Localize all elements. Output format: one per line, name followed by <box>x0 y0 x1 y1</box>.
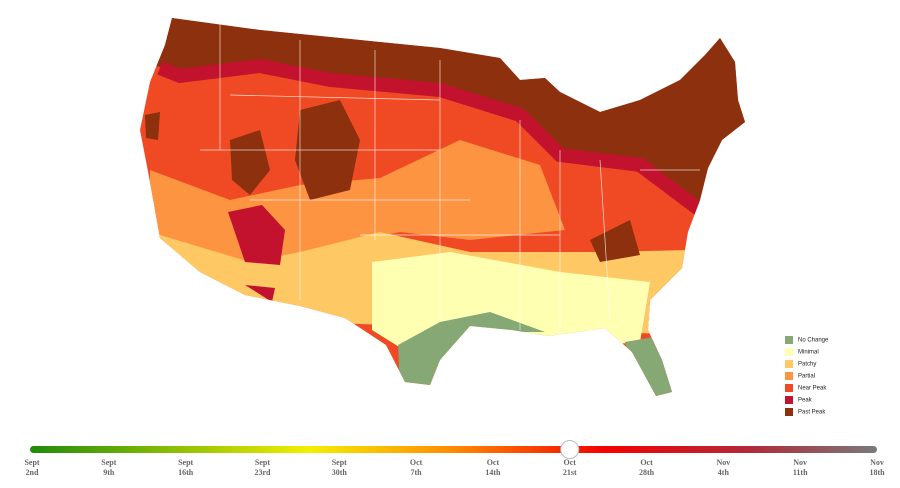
date-month[interactable]: Sept <box>24 458 39 467</box>
date-day[interactable]: 7th <box>411 468 423 477</box>
date-day[interactable]: 16th <box>178 468 194 477</box>
date-slider-track[interactable] <box>30 446 877 453</box>
date-day[interactable]: 14th <box>485 468 501 477</box>
date-month[interactable]: Sept <box>101 458 116 467</box>
date-month[interactable]: Oct <box>640 458 653 467</box>
date-month[interactable]: Oct <box>410 458 423 467</box>
date-day[interactable]: 4th <box>718 468 730 477</box>
date-day[interactable]: 2nd <box>26 468 39 477</box>
date-day[interactable]: 28th <box>639 468 655 477</box>
date-month[interactable]: Sept <box>255 458 270 467</box>
legend-swatch <box>785 396 793 404</box>
date-month[interactable]: Sept <box>332 458 347 467</box>
legend-swatch <box>785 384 793 392</box>
legend-label: Near Peak <box>798 386 827 392</box>
date-day[interactable]: 11th <box>793 468 808 477</box>
date-month[interactable]: Sept <box>178 458 193 467</box>
date-month[interactable]: Oct <box>487 458 500 467</box>
legend-swatch <box>785 372 793 380</box>
legend-swatch <box>785 408 793 416</box>
legend-label: Patchy <box>798 362 816 368</box>
legend-swatch <box>785 348 793 356</box>
date-labels: Sept2ndSept9thSept16thSept23rdSept30thOc… <box>24 458 885 477</box>
date-month[interactable]: Oct <box>564 458 577 467</box>
legend-swatch <box>785 360 793 368</box>
date-day[interactable]: 21st <box>563 468 577 477</box>
date-day[interactable]: 30th <box>332 468 348 477</box>
legend-label: Partial <box>798 374 815 380</box>
date-month[interactable]: Nov <box>716 458 730 467</box>
legend-label: Peak <box>798 398 813 404</box>
date-day[interactable]: 18th <box>869 468 885 477</box>
date-day[interactable]: 9th <box>103 468 115 477</box>
legend: No Change Minimal Patchy Partial Near Peak Pe… <box>785 336 829 416</box>
date-month[interactable]: Nov <box>870 458 884 467</box>
date-month[interactable]: Nov <box>793 458 807 467</box>
legend-swatch <box>785 336 793 344</box>
legend-label: No Change <box>798 338 829 344</box>
legend-label: Past Peak <box>798 410 826 416</box>
slider-knob[interactable] <box>560 440 580 459</box>
legend-label: Minimal <box>798 350 819 356</box>
date-day[interactable]: 23rd <box>254 468 271 477</box>
